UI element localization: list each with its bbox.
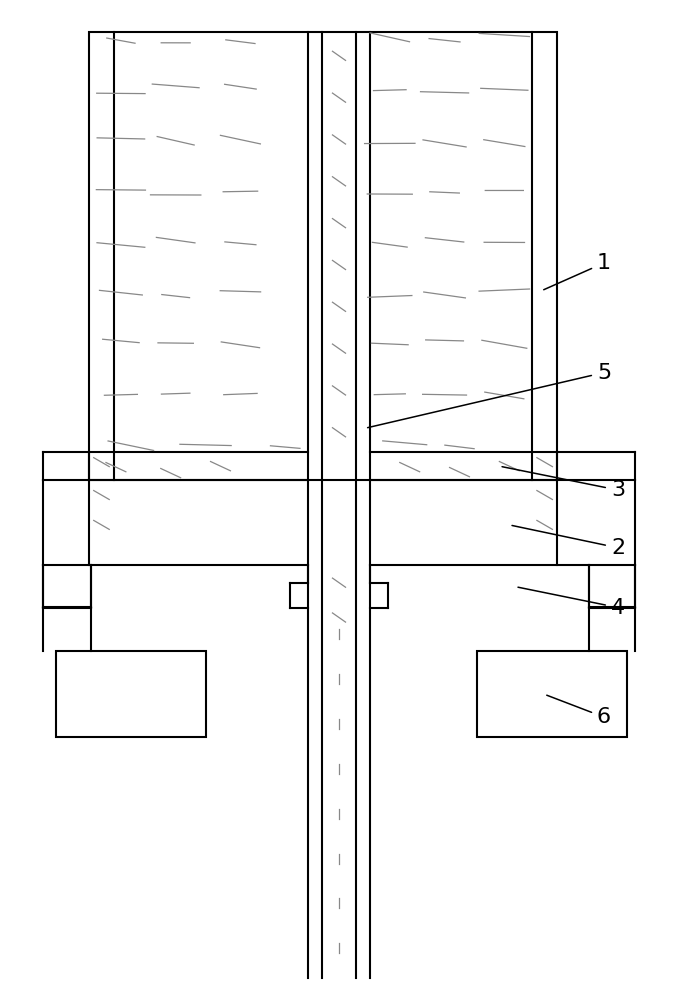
Bar <box>477 651 627 737</box>
Text: 5: 5 <box>367 363 611 428</box>
Bar <box>89 32 557 480</box>
Text: 6: 6 <box>546 695 611 727</box>
Text: 1: 1 <box>544 253 611 290</box>
Text: 3: 3 <box>502 467 625 500</box>
Text: 4: 4 <box>518 587 625 618</box>
Bar <box>56 651 205 737</box>
Text: 2: 2 <box>512 525 625 558</box>
